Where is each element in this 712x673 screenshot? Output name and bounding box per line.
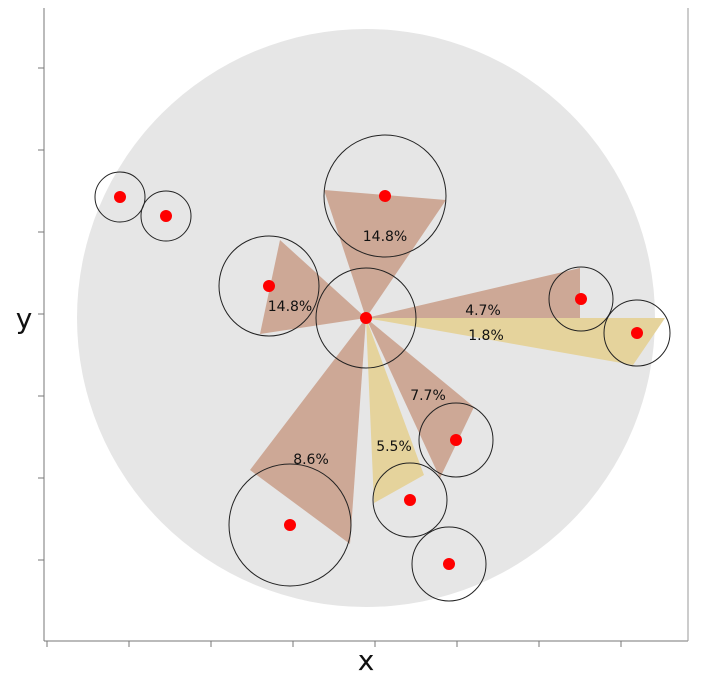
neighbor-circles [94, 134, 671, 602]
y-axis-label: y [16, 302, 33, 335]
wedges [250, 190, 665, 544]
center-point [360, 312, 372, 324]
circle-far-left-2 [140, 190, 192, 242]
point-far-left-1 [114, 191, 126, 203]
wedge-lower-middle [366, 318, 424, 503]
x-axis-label: x [358, 644, 375, 673]
circle-lower-middle [372, 462, 448, 538]
point-lower-right [450, 434, 462, 446]
wedge-label-left: 14.8% [268, 299, 312, 315]
points [114, 190, 643, 570]
wedge-label-lower-left: 8.6% [293, 452, 329, 468]
wedge-label-lower-middle: 5.5% [376, 439, 412, 455]
wedge-labels: 14.8% 14.8% 4.7% 1.8% 7.7% 5.5% 8.6% [268, 229, 504, 468]
wedge-label-top: 14.8% [363, 229, 407, 245]
point-far-left-2 [160, 210, 172, 222]
point-bottom [443, 558, 455, 570]
circle-right-upper [548, 266, 614, 332]
wedge-label-lower-right: 7.7% [410, 388, 446, 404]
x-ticks [46, 641, 622, 647]
axes: x y [16, 8, 689, 673]
wedge-top [324, 190, 446, 318]
point-right-lower [631, 327, 643, 339]
circle-right-lower [603, 299, 671, 367]
wedge-lower-right [366, 318, 474, 478]
circle-left [218, 235, 320, 337]
circle-bottom [411, 526, 487, 602]
circle-lower-left [228, 463, 352, 587]
center-circle [315, 267, 417, 369]
point-right-upper [575, 293, 587, 305]
point-left [263, 280, 275, 292]
wedge-lower-left [250, 318, 366, 544]
point-lower-middle [404, 494, 416, 506]
wedge-right-upper [366, 268, 580, 328]
point-top [379, 190, 391, 202]
point-lower-left [284, 519, 296, 531]
circle-far-left-1 [94, 171, 146, 223]
y-ticks [38, 67, 44, 561]
circle-top [323, 134, 447, 258]
circle-lower-right [418, 402, 494, 478]
wedge-left [260, 240, 366, 334]
wedge-label-right-upper: 4.7% [465, 303, 501, 319]
wedge-label-right-lower: 1.8% [468, 328, 504, 344]
